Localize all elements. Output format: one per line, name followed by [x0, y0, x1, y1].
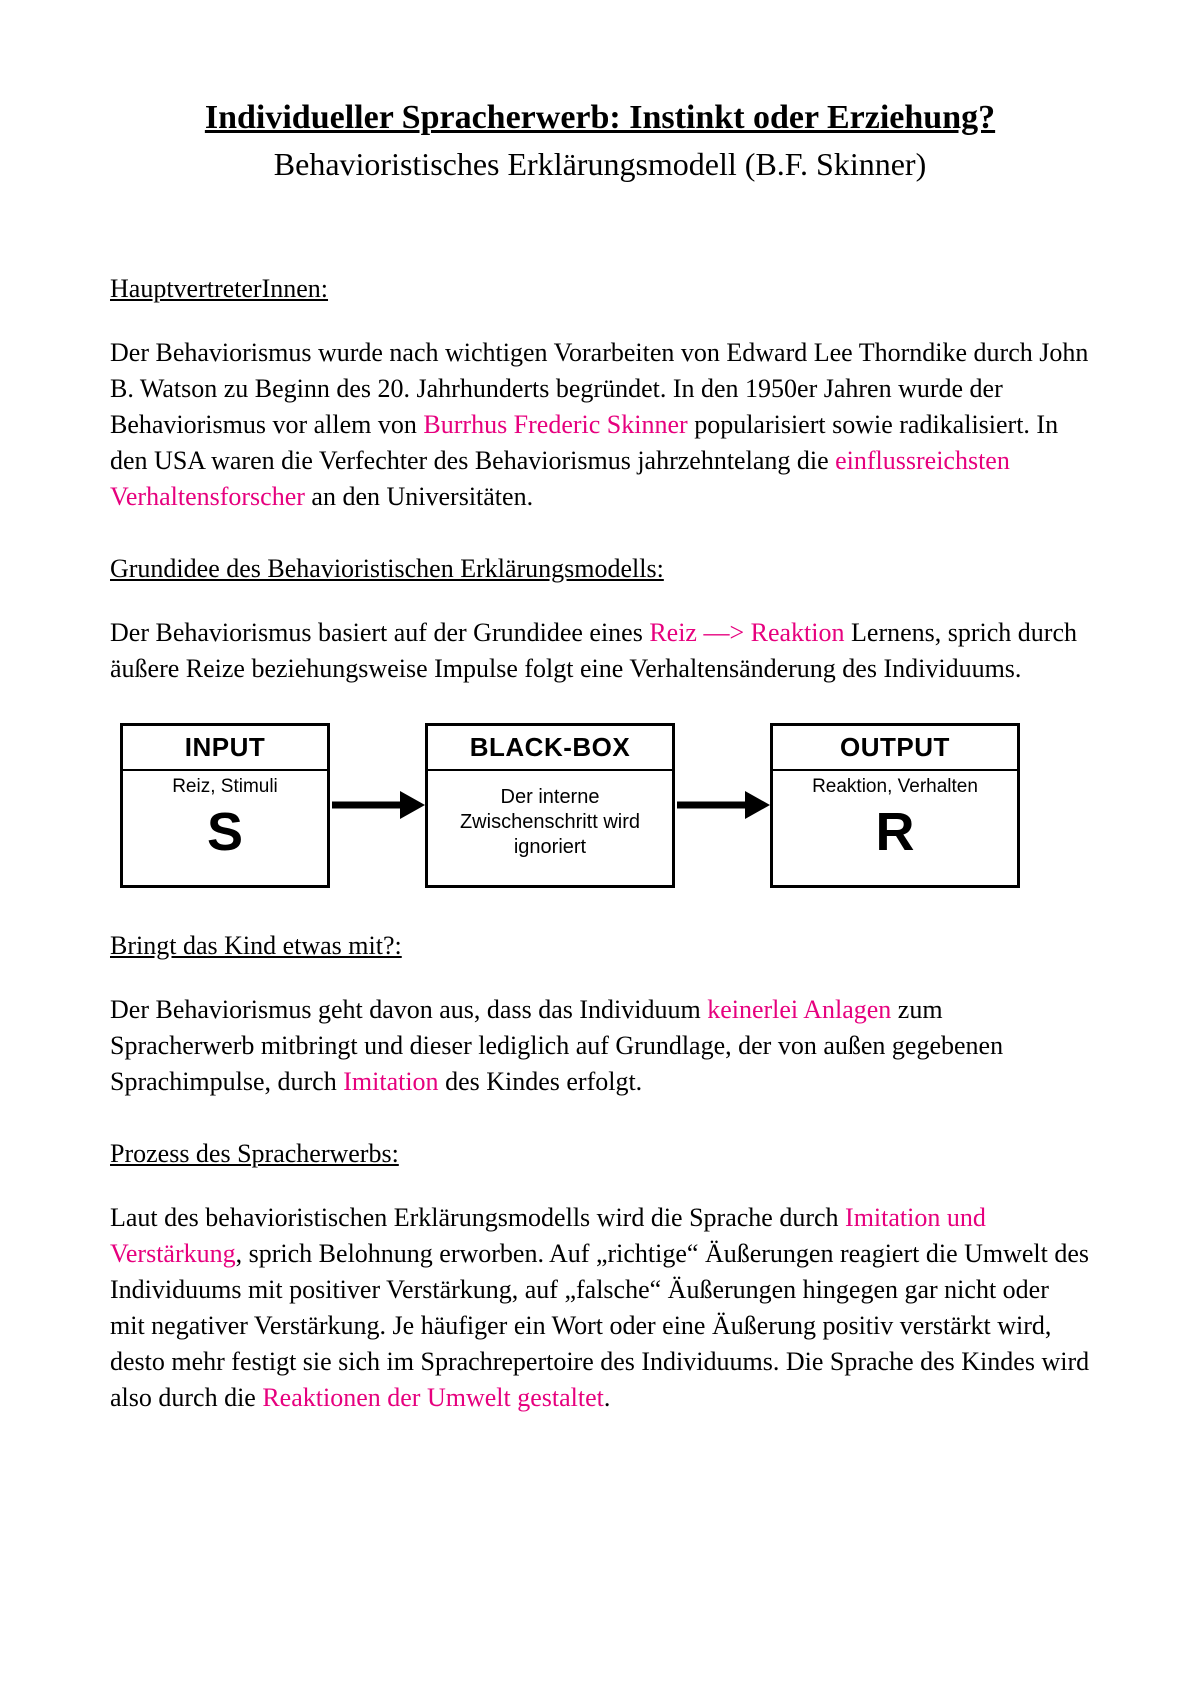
arrow-icon	[675, 785, 770, 825]
section-heading-hauptvertreter: HauptvertreterInnen:	[110, 271, 1090, 307]
title-block: Individueller Spracherwerb: Instinkt ode…	[110, 95, 1090, 186]
text-run: Laut des behavioristischen Erklärungsmod…	[110, 1203, 845, 1232]
text-run: Der Behaviorismus geht davon aus, dass d…	[110, 995, 707, 1024]
page-title: Individueller Spracherwerb: Instinkt ode…	[110, 95, 1090, 141]
paragraph-prozess: Laut des behavioristischen Erklärungsmod…	[110, 1200, 1090, 1415]
flowchart-diagram: INPUT Reiz, Stimuli S BLACK-BOX Der inte…	[110, 723, 1090, 888]
diagram-node-symbol: R	[773, 799, 1017, 869]
diagram-node-title: INPUT	[123, 726, 327, 771]
diagram-node-output: OUTPUT Reaktion, Verhalten R	[770, 723, 1020, 888]
paragraph-hauptvertreter: Der Behaviorismus wurde nach wichtigen V…	[110, 335, 1090, 514]
text-run: an den Universitäten.	[305, 482, 533, 511]
section-heading-prozess: Prozess des Spracherwerbs:	[110, 1136, 1090, 1172]
arrow-icon	[330, 785, 425, 825]
diagram-node-title: BLACK-BOX	[428, 726, 672, 771]
diagram-node-subtitle: Der interne Zwischenschritt wird ignorie…	[428, 771, 672, 870]
highlight-text: keinerlei Anlagen	[707, 995, 891, 1024]
highlight-text: Reiz —> Reaktion	[649, 618, 844, 647]
document-page: Individueller Spracherwerb: Instinkt ode…	[0, 0, 1200, 1697]
diagram-node-symbol: S	[123, 799, 327, 869]
diagram-node-subtitle: Reiz, Stimuli	[123, 771, 327, 799]
section-heading-kind: Bringt das Kind etwas mit?:	[110, 928, 1090, 964]
diagram-node-blackbox: BLACK-BOX Der interne Zwischenschritt wi…	[425, 723, 675, 888]
diagram-node-input: INPUT Reiz, Stimuli S	[120, 723, 330, 888]
highlight-text: Reaktionen der Umwelt gestaltet	[262, 1383, 604, 1412]
highlight-text: Burrhus Frederic Skinner	[423, 410, 687, 439]
paragraph-grundidee: Der Behaviorismus basiert auf der Grundi…	[110, 615, 1090, 687]
section-heading-grundidee: Grundidee des Behavioristischen Erklärun…	[110, 551, 1090, 587]
highlight-text: Imitation	[343, 1067, 438, 1096]
text-run: .	[604, 1383, 611, 1412]
text-run: Der Behaviorismus basiert auf der Grundi…	[110, 618, 649, 647]
diagram-node-title: OUTPUT	[773, 726, 1017, 771]
paragraph-kind: Der Behaviorismus geht davon aus, dass d…	[110, 992, 1090, 1100]
diagram-node-subtitle: Reaktion, Verhalten	[773, 771, 1017, 799]
page-subtitle: Behavioristisches Erklärungsmodell (B.F.…	[110, 143, 1090, 186]
text-run: des Kindes erfolgt.	[439, 1067, 643, 1096]
